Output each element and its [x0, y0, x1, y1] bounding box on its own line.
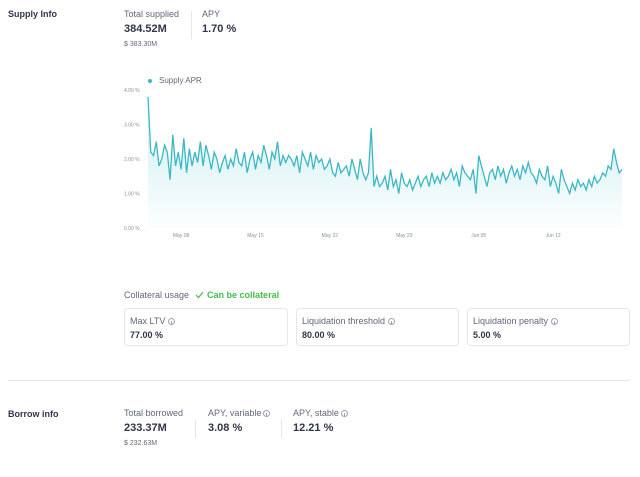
- y-tick-label: 4.00 %: [124, 88, 140, 94]
- supply-apy-stat: APY 1.70 %: [202, 9, 236, 35]
- legend-label: Supply APR: [159, 76, 202, 85]
- check-icon: [195, 291, 204, 299]
- legend-dot-icon: [148, 78, 152, 83]
- max-ltv-label: Max LTV: [130, 316, 166, 326]
- x-tick-label: May 15: [247, 233, 264, 239]
- supply-info-title: Supply Info: [8, 9, 57, 19]
- y-tick-label: 1.00 %: [124, 192, 140, 198]
- liquidation-threshold-label: Liquidation threshold: [302, 316, 386, 326]
- total-borrowed-usd: $ 232.63M: [124, 440, 158, 447]
- info-icon[interactable]: [168, 317, 176, 325]
- max-ltv-card: Max LTV 77.00 %: [124, 308, 288, 346]
- total-supplied-usd: $ 383.30M: [124, 41, 158, 48]
- collateral-status: Can be collateral: [195, 290, 279, 300]
- info-icon[interactable]: [388, 317, 396, 325]
- chart-legend[interactable]: Supply APR: [148, 76, 202, 85]
- x-tick-label: May 29: [396, 233, 413, 239]
- collateral-status-text: Can be collateral: [207, 290, 280, 300]
- divider: [281, 420, 282, 438]
- divider: [195, 420, 196, 438]
- borrow-info-title: Borrow info: [8, 409, 59, 419]
- apy-variable-stat: APY, variable 3.08 %: [208, 408, 271, 434]
- info-icon[interactable]: [551, 317, 559, 325]
- y-tick-label: 3.00 %: [124, 123, 140, 129]
- x-tick-label: May 08: [173, 233, 190, 239]
- total-supplied-label: Total supplied: [124, 9, 180, 19]
- chart-area: [148, 96, 622, 229]
- total-supplied-stat: Total supplied 384.52M $ 383.30M: [124, 9, 179, 48]
- liquidation-threshold-value: 80.00 %: [302, 330, 336, 340]
- total-supplied-value: 384.52M: [124, 23, 167, 35]
- collateral-usage: Collateral usage Can be collateral: [124, 290, 279, 300]
- total-borrowed-value: 233.37M: [124, 422, 167, 434]
- y-tick-label: 2.00 %: [124, 157, 140, 163]
- apy-stable-stat: APY, stable 12.21 %: [293, 408, 348, 434]
- x-tick-label: Jun 05: [471, 233, 486, 239]
- x-tick-label: Jun 12: [546, 233, 561, 239]
- info-icon[interactable]: [340, 409, 348, 417]
- divider: [191, 11, 192, 39]
- section-divider: [8, 380, 630, 381]
- x-tick-label: May 22: [322, 233, 339, 239]
- y-tick-label: 0.00 %: [124, 226, 140, 232]
- collateral-usage-label: Collateral usage: [124, 290, 190, 300]
- total-borrowed-stat: Total borrowed 233.37M $ 232.63M: [124, 408, 183, 447]
- total-borrowed-label: Total borrowed: [124, 408, 184, 418]
- apy-stable-value: 12.21 %: [293, 422, 334, 434]
- liquidation-penalty-label: Liquidation penalty: [473, 316, 549, 326]
- supply-apy-value: 1.70 %: [202, 23, 237, 35]
- liquidation-threshold-card: Liquidation threshold 80.00 %: [296, 308, 459, 346]
- liquidation-penalty-value: 5.00 %: [473, 330, 502, 340]
- chart-line: [147, 96, 623, 196]
- apy-variable-label: APY, variable: [208, 408, 262, 418]
- supply-apr-chart[interactable]: 4.00 % 3.00 % 2.00 % 1.00 % 0.00 % May 08 May…: [110, 84, 628, 244]
- info-icon[interactable]: [263, 409, 271, 417]
- liquidation-penalty-card: Liquidation penalty 5.00 %: [467, 308, 630, 346]
- max-ltv-value: 77.00 %: [130, 330, 164, 340]
- apy-stable-label: APY, stable: [293, 408, 339, 418]
- apy-variable-value: 3.08 %: [208, 422, 243, 434]
- supply-apy-label: APY: [202, 9, 221, 19]
